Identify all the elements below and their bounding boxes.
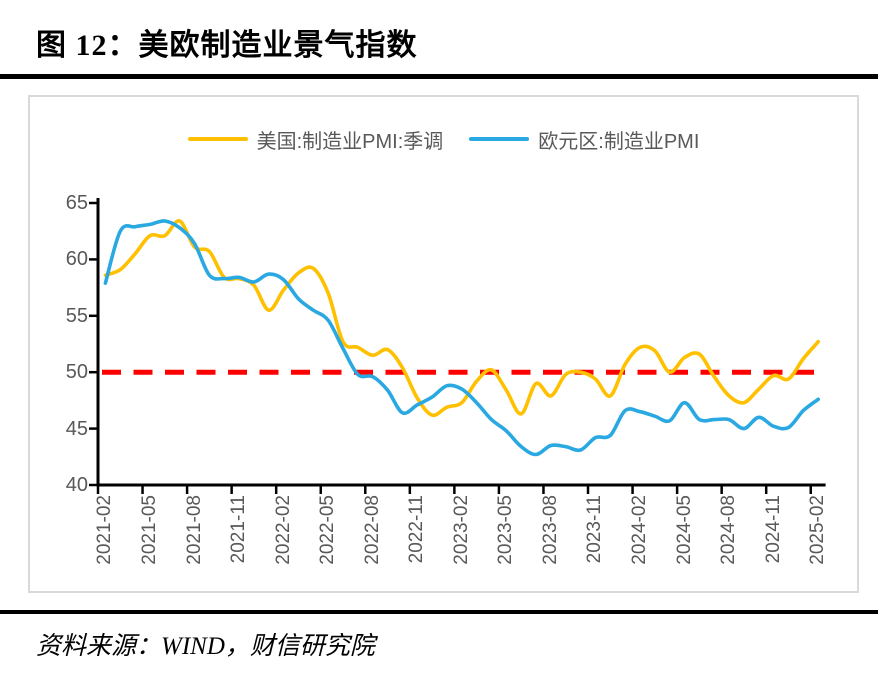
plot-area [89,198,826,494]
y-tick-label: 65 [65,192,88,214]
us-line-swatch-icon [187,137,248,141]
x-tick-label: 2024-08 [718,495,740,565]
x-tick-label: 2023-11 [584,495,606,564]
x-tick-label: 2022-02 [272,495,294,565]
x-tick-label: 2022-11 [406,495,428,564]
x-tick-label: 2025-02 [807,495,829,565]
title-underline [0,74,878,79]
x-tick-label: 2021-11 [228,495,250,564]
y-tick-label: 45 [65,417,88,440]
x-tick-label: 2022-08 [361,495,383,565]
us-pmi-line [103,219,820,418]
x-tick-label: 2024-05 [673,495,695,565]
pmi-chart: 美国:制造业PMI:季调 欧元区:制造业PMI 40 45 50 55 60 65 202… [28,95,859,593]
x-tick-label: 2022-05 [317,495,339,565]
y-tick-label: 40 [65,474,88,496]
y-tick-label: 50 [65,361,88,384]
x-tick-label: 2021-05 [138,495,160,565]
legend-entry-eu: 欧元区:制造业PMI [469,125,699,154]
x-tick-label: 2021-08 [183,495,205,565]
x-tick-label: 2021-02 [94,495,116,565]
footer-rule [0,610,878,614]
legend-label-eu: 欧元区:制造业PMI [538,130,700,153]
y-tick-label: 60 [65,248,88,271]
y-tick-label: 55 [65,304,88,327]
legend-entry-us: 美国:制造业PMI:季调 [187,125,444,154]
page-title: 图 12：美欧制造业景气指数 [36,29,418,62]
x-tick-label: 2024-02 [628,495,650,565]
eu-line-swatch-icon [469,137,530,141]
chart-legend: 美国:制造业PMI:季调 欧元区:制造业PMI [30,125,857,154]
source-attribution: 资料来源：WIND，财信研究院 [36,633,375,660]
eu-pmi-line [103,219,820,457]
x-tick-label: 2023-05 [495,495,517,565]
legend-label-us: 美国:制造业PMI:季调 [256,130,444,153]
x-tick-label: 2024-11 [762,495,784,564]
x-tick-label: 2023-02 [450,495,472,565]
x-tick-label: 2023-08 [539,495,561,565]
